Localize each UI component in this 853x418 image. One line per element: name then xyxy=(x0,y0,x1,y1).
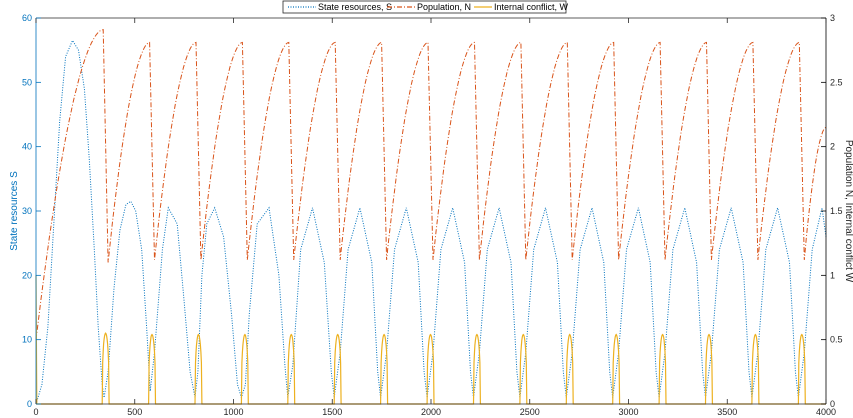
left-y-tick-label: 40 xyxy=(22,142,32,152)
axes-layer: 0 500 1000 1500 2000 2500 3000 3500 400001020304… xyxy=(9,13,853,417)
legend: State resources, S Population, N Internal … xyxy=(282,0,569,14)
x-tick-label: 2000 xyxy=(421,407,441,417)
left-y-axis-label: State resources S xyxy=(9,171,20,251)
x-tick-label: 500 xyxy=(127,407,142,417)
right-y-tick-label: 1.5 xyxy=(830,206,843,216)
plot-background xyxy=(36,18,826,404)
plot-area xyxy=(36,18,826,404)
legend-entry-label: State resources, S xyxy=(318,2,392,12)
x-tick-label: 0 xyxy=(33,407,38,417)
left-y-tick-label: 0 xyxy=(27,399,32,409)
left-y-tick-label: 50 xyxy=(22,77,32,87)
legend-box xyxy=(282,0,567,14)
series-line-population xyxy=(35,28,827,340)
x-tick-label: 3500 xyxy=(717,407,737,417)
left-y-tick-label: 10 xyxy=(22,335,32,345)
x-tick-label: 3000 xyxy=(618,407,638,417)
left-y-tick-label: 20 xyxy=(22,270,32,280)
right-y-axis-label: Population N, Internal conflict W xyxy=(843,140,853,283)
left-y-tick-label: 30 xyxy=(22,206,32,216)
legend-entry-label: Internal conflict, W xyxy=(494,2,569,12)
right-y-tick-label: 2.5 xyxy=(830,77,843,87)
x-tick-label: 1500 xyxy=(322,407,342,417)
left-y-tick-label: 60 xyxy=(22,13,32,23)
x-tick-label: 4000 xyxy=(816,407,836,417)
right-y-tick-label: 1 xyxy=(830,270,835,280)
x-tick-label: 1000 xyxy=(223,407,243,417)
right-y-tick-label: 2 xyxy=(830,142,835,152)
right-y-tick-label: 0.5 xyxy=(830,335,843,345)
series-line-state-resources xyxy=(35,39,827,405)
x-tick-label: 2500 xyxy=(520,407,540,417)
right-y-tick-label: 3 xyxy=(830,13,835,23)
right-y-tick-label: 0 xyxy=(830,399,835,409)
legend-entry-label: Population, N xyxy=(417,2,471,12)
